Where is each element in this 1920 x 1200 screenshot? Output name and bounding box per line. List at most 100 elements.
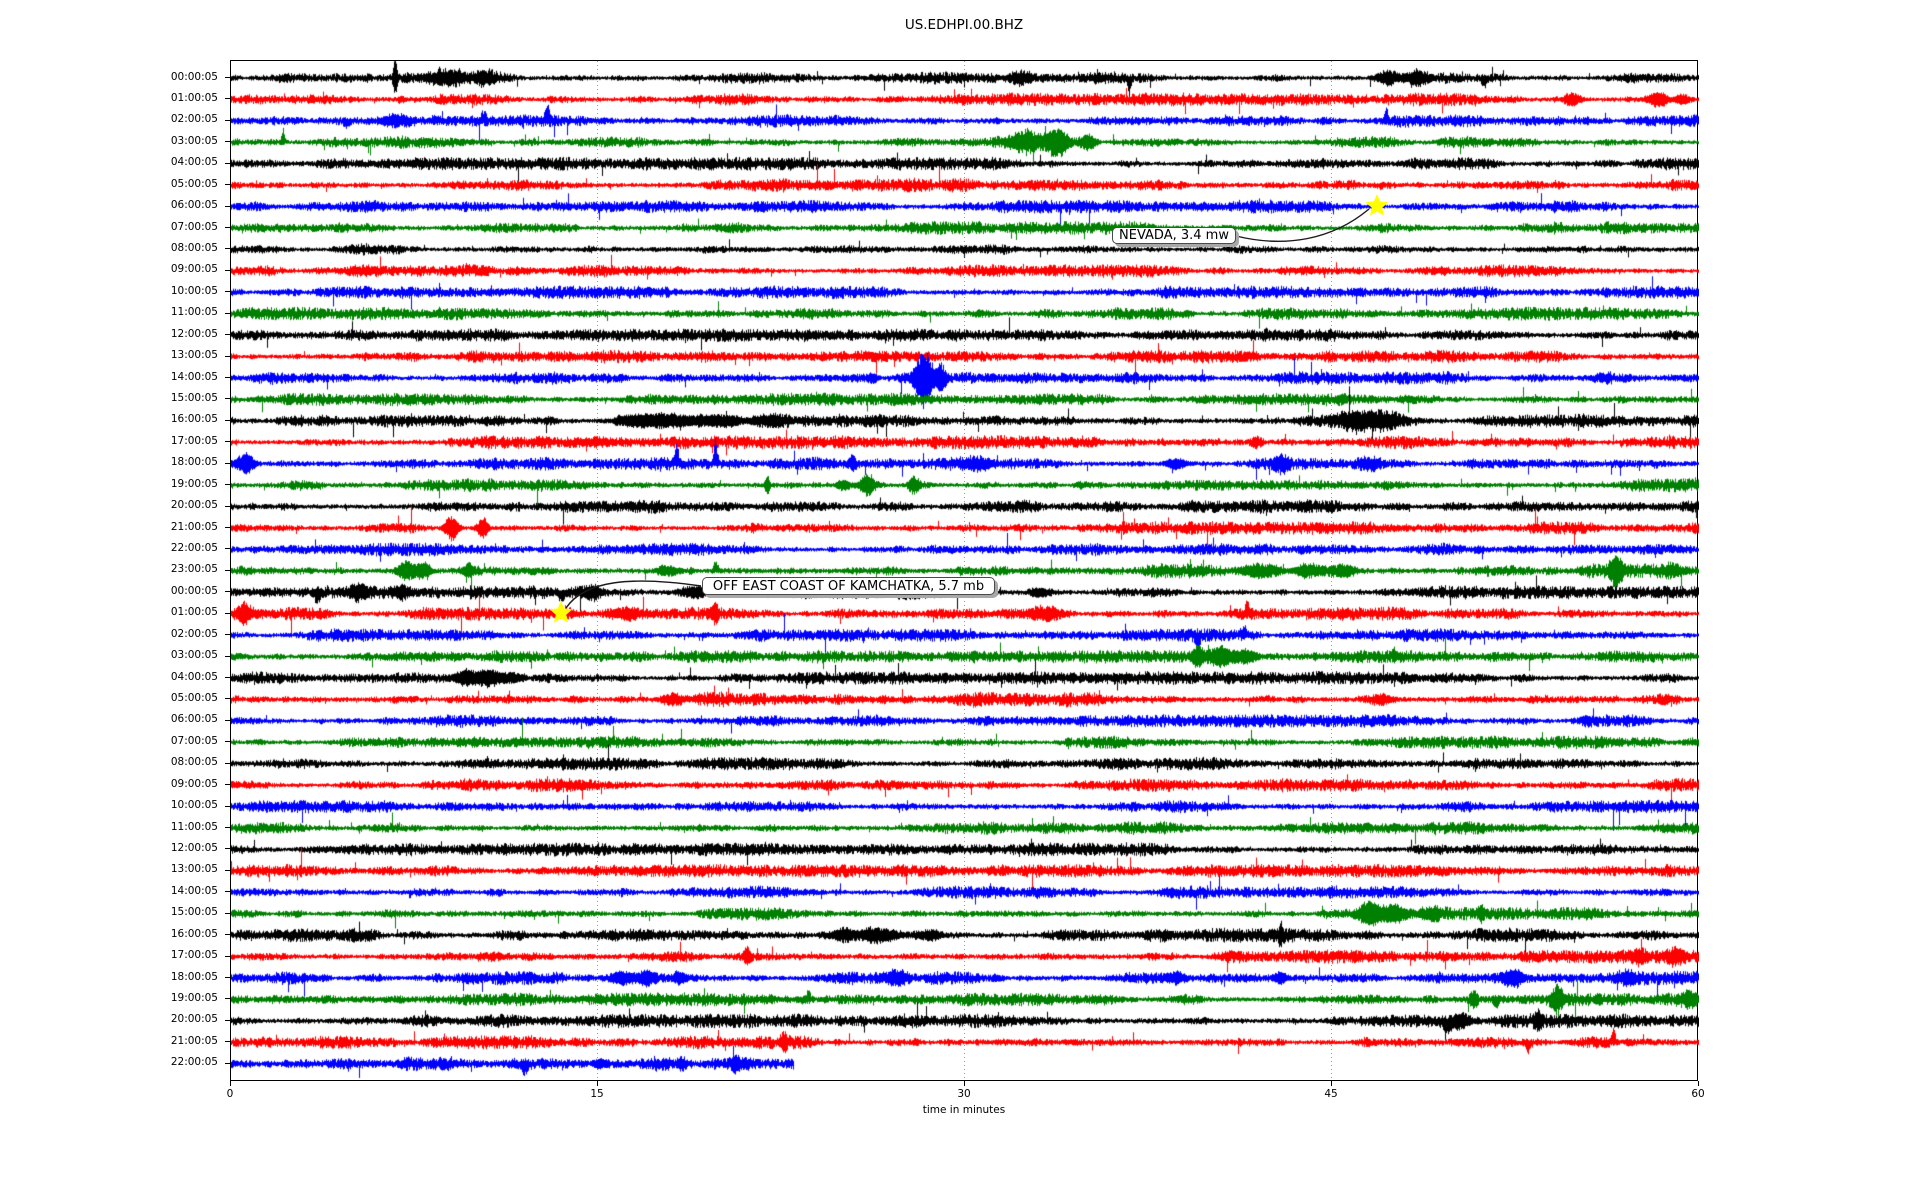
ytick-mark [225,355,230,357]
ytick-mark [225,527,230,529]
ytick-label: 19:00:05 [170,477,218,490]
ytick-label: 02:00:05 [170,627,218,640]
ytick-label: 05:00:05 [170,177,218,190]
ytick-mark [225,184,230,186]
chart-title: US.EDHPI.00.BHZ [904,17,1024,33]
xtick-mark [1331,1081,1332,1086]
ytick-label: 00:00:05 [170,584,218,597]
event-annotation-label: NEVADA, 3.4 mw [1119,228,1229,243]
ytick-mark [225,377,230,379]
ytick-mark [225,1062,230,1064]
ytick-mark [225,955,230,957]
ytick-mark [225,484,230,486]
ytick-label: 20:00:05 [170,499,218,512]
ytick-label: 23:00:05 [170,563,218,576]
event-annotation-nevada: NEVADA, 3.4 mw [1112,227,1236,244]
ytick-mark [225,934,230,936]
ytick-mark [225,677,230,679]
xtick-label: 30 [957,1088,971,1100]
ytick-mark [225,419,230,421]
ytick-mark [225,141,230,143]
seismogram-traces [231,61,1699,1082]
ytick-mark [225,655,230,657]
ytick-label: 05:00:05 [170,691,218,704]
xtick-mark [964,1081,965,1086]
xtick-label: 0 [226,1088,234,1100]
ytick-label: 07:00:05 [170,734,218,747]
ytick-mark [225,698,230,700]
ytick-mark [225,398,230,400]
ytick-mark [225,441,230,443]
ytick-mark [225,505,230,507]
ytick-label: 10:00:05 [170,284,218,297]
ytick-mark [225,977,230,979]
ytick-mark [225,869,230,871]
ytick-label: 09:00:05 [170,777,218,790]
ytick-label: 09:00:05 [170,263,218,276]
ytick-mark [225,912,230,914]
ytick-label: 04:00:05 [170,156,218,169]
ytick-label: 16:00:05 [170,927,218,940]
ytick-mark [225,612,230,614]
xtick-label: 45 [1324,1088,1338,1100]
xtick-mark [230,1081,231,1086]
ytick-mark [225,805,230,807]
ytick-label: 11:00:05 [170,306,218,319]
ytick-label: 20:00:05 [170,1013,218,1026]
ytick-label: 13:00:05 [170,349,218,362]
ytick-mark [225,741,230,743]
ytick-label: 04:00:05 [170,670,218,683]
ytick-label: 22:00:05 [170,541,218,554]
ytick-mark [225,1019,230,1021]
ytick-label: 06:00:05 [170,199,218,212]
ytick-mark [225,162,230,164]
ytick-mark [225,634,230,636]
ytick-label: 03:00:05 [170,649,218,662]
xtick-label: 15 [590,1088,604,1100]
ytick-label: 10:00:05 [170,799,218,812]
xtick-mark [1698,1081,1699,1086]
ytick-label: 08:00:05 [170,756,218,769]
ytick-mark [225,269,230,271]
ytick-label: 11:00:05 [170,820,218,833]
ytick-mark [225,312,230,314]
xtick-label: 60 [1691,1088,1705,1100]
ytick-label: 21:00:05 [170,520,218,533]
ytick-mark [225,998,230,1000]
ytick-label: 06:00:05 [170,713,218,726]
ytick-label: 08:00:05 [170,241,218,254]
ytick-label: 17:00:05 [170,434,218,447]
ytick-label: 14:00:05 [170,884,218,897]
ytick-mark [225,462,230,464]
plot-area [230,60,1699,1082]
ytick-label: 03:00:05 [170,134,218,147]
ytick-mark [225,205,230,207]
ytick-label: 21:00:05 [170,1034,218,1047]
ytick-mark [225,591,230,593]
ytick-label: 01:00:05 [170,91,218,104]
ytick-label: 15:00:05 [170,391,218,404]
ytick-mark [225,848,230,850]
xtick-mark [597,1081,598,1086]
ytick-label: 12:00:05 [170,327,218,340]
ytick-label: 15:00:05 [170,906,218,919]
ytick-label: 18:00:05 [170,456,218,469]
ytick-label: 19:00:05 [170,991,218,1004]
ytick-label: 07:00:05 [170,220,218,233]
ytick-mark [225,827,230,829]
ytick-label: 13:00:05 [170,863,218,876]
ytick-label: 02:00:05 [170,113,218,126]
event-annotation-kamchatka: OFF EAST COAST OF KAMCHATKA, 5.7 mb [702,577,995,595]
ytick-label: 22:00:05 [170,1056,218,1069]
event-annotation-label: OFF EAST COAST OF KAMCHATKA, 5.7 mb [712,578,985,594]
ytick-label: 17:00:05 [170,949,218,962]
ytick-mark [225,227,230,228]
ytick-label: 14:00:05 [170,370,218,383]
ytick-label: 18:00:05 [170,970,218,983]
ytick-label: 01:00:05 [170,606,218,619]
ytick-mark [225,1041,230,1043]
ytick-label: 00:00:05 [170,70,218,83]
ytick-mark [225,334,230,336]
ytick-mark [225,762,230,764]
